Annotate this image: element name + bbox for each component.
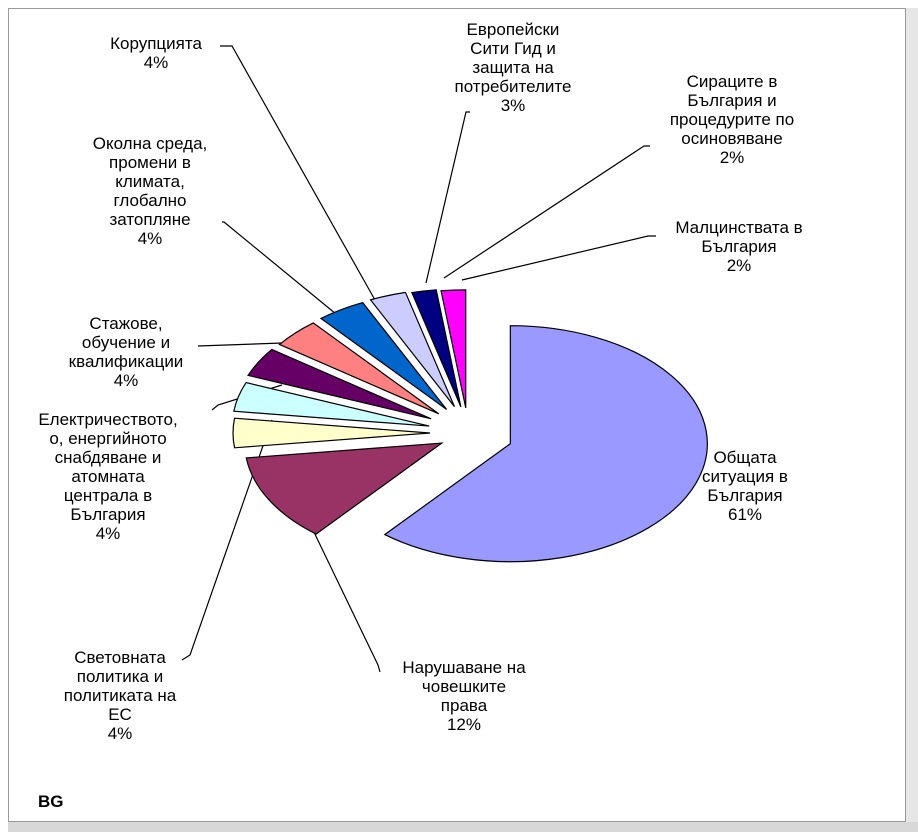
slice-label-line: политиката на bbox=[63, 686, 177, 705]
slice-percent: 2% bbox=[719, 148, 745, 167]
slice-percent: 12% bbox=[446, 715, 482, 734]
pie-slice-4 bbox=[233, 381, 430, 427]
slice-label-line: снабдяване и bbox=[54, 448, 162, 467]
leader-line-10 bbox=[461, 235, 656, 281]
slice-label-line: Корупцията bbox=[110, 34, 202, 53]
slice-label-line: Електричеството, bbox=[38, 410, 178, 429]
leader-line-9 bbox=[443, 145, 650, 279]
slice-percent: 3% bbox=[500, 96, 526, 115]
slice-label-line: ситуация в bbox=[702, 467, 788, 486]
slice-percent: 4% bbox=[113, 371, 139, 390]
region-tag: BG bbox=[38, 792, 64, 811]
pie-slice-1 bbox=[383, 325, 708, 563]
slice-label-3: Световната политика и политиката на ЕС 4% bbox=[64, 648, 177, 743]
slice-label-line: Нарушаване на bbox=[402, 658, 526, 677]
leader-line-2 bbox=[311, 527, 381, 673]
slice-percent: 4% bbox=[143, 53, 169, 72]
slice-percent: 61% bbox=[727, 505, 763, 524]
slice-percent: 4% bbox=[137, 229, 163, 248]
slice-label-line: квалификации bbox=[68, 352, 184, 371]
slice-label-line: климата, bbox=[115, 172, 185, 191]
frame-shadow-bottom bbox=[8, 822, 918, 832]
slice-percent: 4% bbox=[95, 524, 121, 543]
slice-label-line: Европейски bbox=[466, 20, 560, 39]
leader-lines bbox=[181, 45, 700, 673]
slice-percent: 2% bbox=[726, 256, 752, 275]
slice-label-line: Стажове, bbox=[89, 314, 163, 333]
slice-label-6: Околна среда, промени в климата, глобално за… bbox=[93, 134, 208, 248]
slice-label-line: потребителите bbox=[454, 77, 572, 96]
slice-percent: 4% bbox=[107, 724, 133, 743]
slice-label-9: Сираците в България и процедурите по осинов… bbox=[670, 72, 794, 167]
slice-label-line: о, енергийното bbox=[49, 429, 167, 448]
slice-label-line: България bbox=[701, 237, 777, 256]
slice-label-line: глобално bbox=[113, 191, 187, 210]
slice-label-line: промени в bbox=[109, 153, 191, 172]
slice-label-line: политика и bbox=[76, 667, 164, 686]
pie-slice-3 bbox=[232, 417, 431, 449]
slice-label-line: Сираците в bbox=[686, 72, 778, 91]
slice-label-line: Сити Гид и bbox=[470, 39, 556, 58]
pie-slice-9 bbox=[411, 289, 462, 408]
leader-line-3 bbox=[181, 419, 273, 661]
leader-line-6 bbox=[222, 221, 337, 315]
slice-label-1: Общата ситуация в България 61% bbox=[702, 448, 788, 524]
frame-shadow-right bbox=[906, 8, 918, 832]
slice-label-line: Малцинствата в bbox=[675, 218, 803, 237]
pie-slice-5 bbox=[247, 348, 432, 420]
pie-slice-7 bbox=[319, 301, 448, 410]
slice-label-line: човешките bbox=[421, 677, 507, 696]
slice-label-line: България и bbox=[687, 91, 777, 110]
slice-label-line: Общата bbox=[713, 448, 777, 467]
leader-line-7 bbox=[220, 45, 376, 301]
slice-label-4: Електричеството, о, енергийното снабдяване… bbox=[38, 410, 177, 543]
pie-slice-2 bbox=[245, 442, 444, 535]
pie-slice-10 bbox=[440, 289, 467, 408]
slice-label-2: Нарушаване на човешките права 12% bbox=[402, 658, 525, 734]
slice-label-line: България bbox=[707, 486, 783, 505]
pie-slices bbox=[232, 289, 708, 563]
slice-label-line: затопляне bbox=[109, 210, 191, 229]
slice-label-line: права bbox=[440, 696, 488, 715]
slice-label-line: ЕС bbox=[108, 705, 132, 724]
slice-label-5: Стажове, обучение и квалификации 4% bbox=[69, 314, 184, 390]
slice-label-8: Европейски Сити Гид и защита на потребители… bbox=[455, 20, 572, 115]
chart-frame bbox=[8, 8, 906, 822]
slice-label-line: Световната bbox=[74, 648, 166, 667]
slice-label-line: процедурите по bbox=[669, 110, 795, 129]
pie-slice-8 bbox=[369, 291, 456, 408]
leader-line-8 bbox=[425, 111, 470, 284]
slice-label-line: защита на bbox=[472, 58, 554, 77]
slice-label-line: осиновяване bbox=[681, 129, 783, 148]
slice-label-line: централа в bbox=[63, 486, 153, 505]
slice-label-7: Корупцията 4% bbox=[110, 34, 202, 72]
slice-label-line: България bbox=[70, 505, 146, 524]
slice-label-line: Околна среда, bbox=[92, 134, 208, 153]
pie-slice-6 bbox=[278, 322, 440, 415]
slice-label-line: атомната bbox=[71, 467, 145, 486]
slice-label-line: обучение и bbox=[81, 333, 171, 352]
slice-label-10: Малцинствата в България 2% bbox=[675, 218, 802, 275]
